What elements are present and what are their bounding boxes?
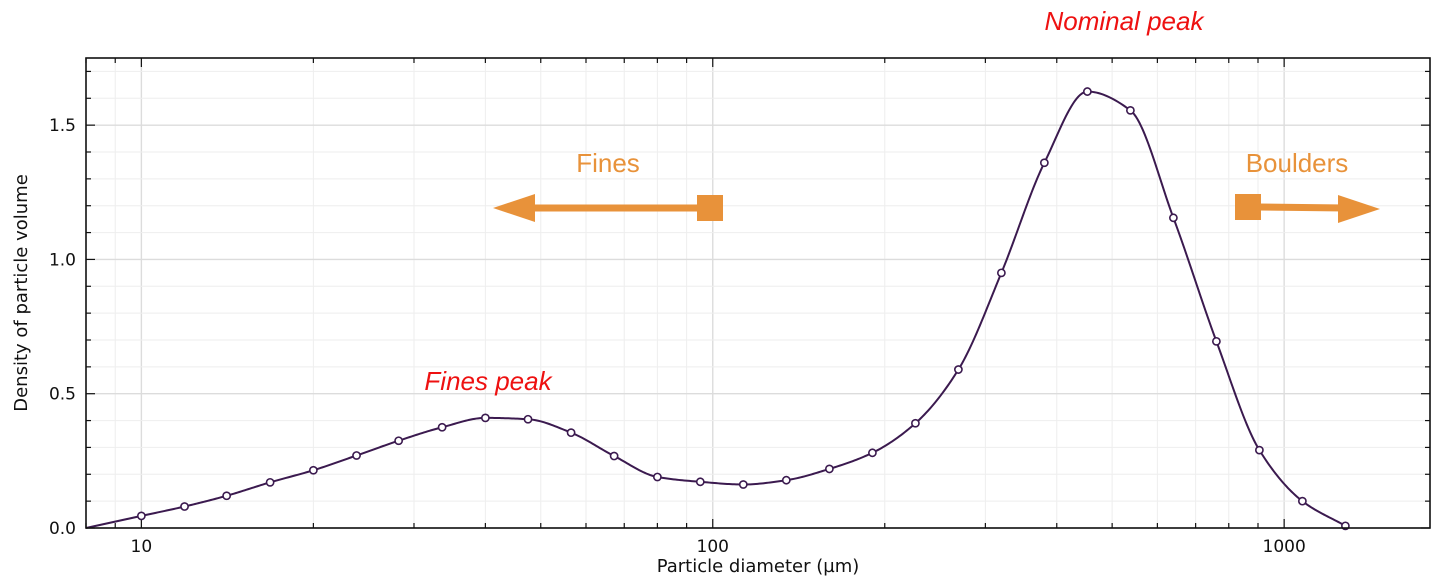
- y-tick-label: 1.5: [49, 116, 76, 136]
- series: [85, 87, 1350, 531]
- data-point: [136, 511, 146, 521]
- data-point: [437, 422, 447, 432]
- x-tick-label: 1000: [1263, 537, 1306, 557]
- data-point: [308, 465, 318, 475]
- boulders-arrow-square: [1235, 194, 1261, 220]
- tick-labels: 10 100 1000 0.0 0.5 1.0 1.5: [49, 116, 1306, 557]
- x-tick-label: 100: [697, 537, 729, 557]
- data-point: [1126, 105, 1135, 115]
- fines-annotation: Fines: [576, 148, 640, 178]
- fines-arrow-head: [493, 194, 535, 222]
- boulders-arrow-shaft: [1257, 203, 1346, 212]
- fines-arrow-square: [697, 195, 723, 221]
- data-point: [652, 472, 662, 482]
- y-axis-label: Density of particle volume: [11, 174, 32, 412]
- data-point: [352, 451, 361, 460]
- data-point: [1211, 336, 1221, 346]
- data-point: [911, 418, 920, 428]
- data-point: [480, 413, 490, 423]
- boulders-annotation: Boulders: [1246, 148, 1349, 178]
- data-point: [781, 475, 791, 485]
- y-tick-label: 0.5: [49, 385, 76, 405]
- fines-arrow: [493, 194, 723, 222]
- fines-peak-annotation: Fines peak: [424, 366, 553, 396]
- data-point: [222, 491, 232, 501]
- plot-frame: [85, 57, 1431, 529]
- data-point: [1297, 496, 1307, 506]
- data-point: [738, 480, 748, 489]
- data-point: [1039, 158, 1049, 168]
- data-point: [566, 428, 576, 438]
- y-tick-label: 0.0: [49, 519, 76, 539]
- data-point: [609, 451, 619, 461]
- data-point: [868, 448, 877, 458]
- x-axis-label: Particle diameter (µm): [657, 556, 860, 577]
- data-point: [180, 502, 189, 511]
- boulders-arrow: [1235, 194, 1380, 223]
- ticks: [85, 58, 1430, 529]
- data-point: [1254, 445, 1264, 455]
- data-point: [954, 365, 963, 374]
- grid: [85, 58, 1430, 529]
- x-tick-label: 10: [131, 537, 153, 557]
- nominal-peak-annotation: Nominal peak: [1045, 6, 1206, 36]
- data-point: [265, 477, 275, 487]
- data-point: [1168, 213, 1178, 223]
- y-tick-label: 1.0: [49, 250, 76, 270]
- series-line: [85, 90, 1346, 529]
- data-point: [824, 464, 834, 474]
- data-point: [523, 414, 533, 424]
- data-point: [996, 268, 1006, 278]
- boulders-arrow-head: [1338, 195, 1380, 223]
- data-point: [394, 436, 404, 446]
- data-point: [1082, 87, 1092, 96]
- data-point: [695, 477, 705, 487]
